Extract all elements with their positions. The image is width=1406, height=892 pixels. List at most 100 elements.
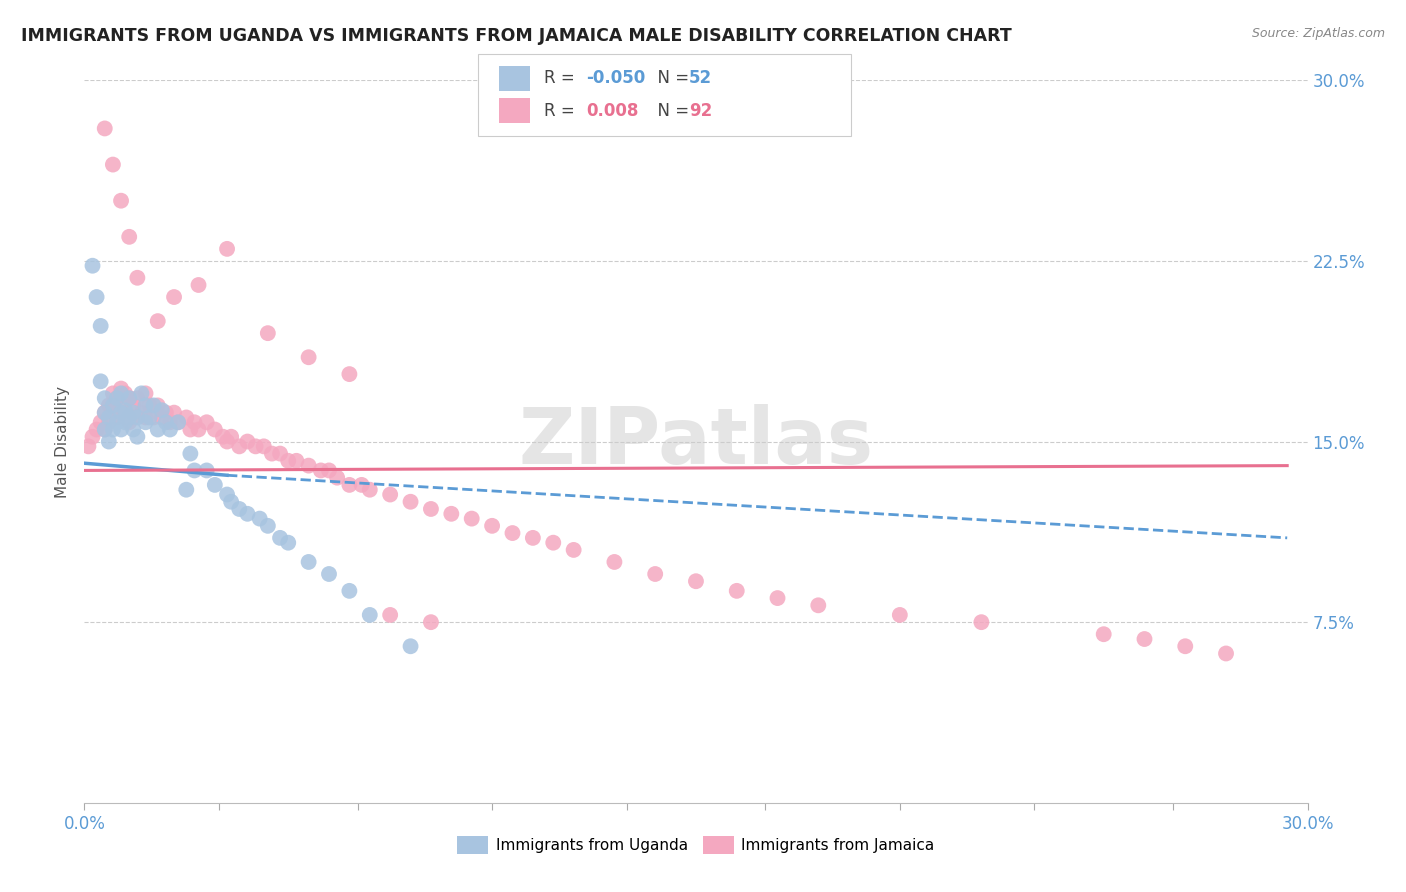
Point — [285, 454, 308, 468]
Point — [399, 494, 422, 508]
Point — [93, 121, 115, 136]
Point — [228, 439, 250, 453]
Point — [685, 574, 707, 589]
Point — [97, 398, 120, 412]
Point — [110, 398, 132, 412]
Point — [420, 502, 443, 516]
Point — [187, 422, 209, 436]
Point — [122, 422, 145, 436]
Point — [122, 398, 145, 412]
Point — [131, 386, 153, 401]
Point — [249, 511, 271, 525]
Point — [339, 367, 361, 381]
Point — [135, 386, 157, 401]
Point — [603, 555, 626, 569]
Point — [118, 391, 141, 405]
Text: 52: 52 — [689, 70, 711, 87]
Point — [204, 422, 226, 436]
Point — [105, 391, 128, 405]
Point — [187, 277, 209, 292]
Point — [135, 398, 157, 412]
Point — [150, 410, 173, 425]
Legend: Immigrants from Uganda, Immigrants from Jamaica: Immigrants from Uganda, Immigrants from … — [451, 830, 941, 860]
Point — [502, 526, 524, 541]
Text: N =: N = — [647, 102, 695, 120]
Point — [138, 410, 160, 425]
Point — [183, 415, 205, 429]
Point — [159, 415, 181, 429]
Point — [318, 463, 340, 477]
Point — [350, 478, 373, 492]
Point — [155, 406, 177, 420]
Point — [110, 386, 132, 401]
Point — [339, 583, 361, 598]
Point — [142, 410, 165, 425]
Point — [277, 454, 299, 468]
Text: R =: R = — [544, 70, 581, 87]
Point — [179, 446, 201, 460]
Text: N =: N = — [647, 70, 695, 87]
Point — [217, 487, 239, 501]
Text: -0.050: -0.050 — [586, 70, 645, 87]
Point — [219, 494, 242, 508]
Point — [105, 415, 128, 429]
Point — [110, 194, 132, 208]
Point — [167, 415, 190, 429]
Point — [562, 542, 585, 557]
Point — [440, 507, 463, 521]
Point — [269, 446, 291, 460]
Text: 92: 92 — [689, 102, 713, 120]
Point — [110, 422, 132, 436]
Point — [204, 478, 226, 492]
Point — [420, 615, 443, 630]
Point — [155, 415, 177, 429]
Point — [127, 270, 149, 285]
Point — [146, 422, 169, 436]
Point — [1092, 627, 1115, 641]
Point — [298, 350, 321, 364]
Point — [380, 487, 402, 501]
Point — [122, 410, 145, 425]
Point — [93, 422, 115, 436]
Point — [93, 406, 115, 420]
Point — [766, 591, 789, 605]
Text: 0.008: 0.008 — [586, 102, 638, 120]
Point — [105, 410, 128, 425]
Point — [118, 415, 141, 429]
Point — [101, 403, 124, 417]
Point — [725, 583, 748, 598]
Point — [159, 422, 181, 436]
Point — [118, 230, 141, 244]
Point — [1133, 632, 1156, 646]
Point — [298, 555, 321, 569]
Point — [90, 415, 112, 429]
Text: ZIPatlas: ZIPatlas — [519, 403, 873, 480]
Point — [90, 374, 112, 388]
Point — [380, 607, 402, 622]
Point — [179, 422, 201, 436]
Point — [174, 410, 197, 425]
Point — [86, 290, 108, 304]
Point — [326, 470, 349, 484]
Point — [309, 463, 332, 477]
Point — [236, 507, 259, 521]
Text: Source: ZipAtlas.com: Source: ZipAtlas.com — [1251, 27, 1385, 40]
Point — [212, 430, 235, 444]
Point — [236, 434, 259, 449]
Point — [93, 406, 115, 420]
Point — [522, 531, 544, 545]
Point — [101, 398, 124, 412]
Point — [399, 639, 422, 653]
Point — [339, 478, 361, 492]
Point — [142, 398, 165, 412]
Point — [167, 415, 190, 429]
Point — [97, 434, 120, 449]
Point — [82, 259, 104, 273]
Y-axis label: Male Disability: Male Disability — [55, 385, 70, 498]
Point — [146, 314, 169, 328]
Point — [114, 406, 136, 420]
Point — [101, 386, 124, 401]
Point — [257, 518, 280, 533]
Point — [318, 567, 340, 582]
Point — [195, 415, 218, 429]
